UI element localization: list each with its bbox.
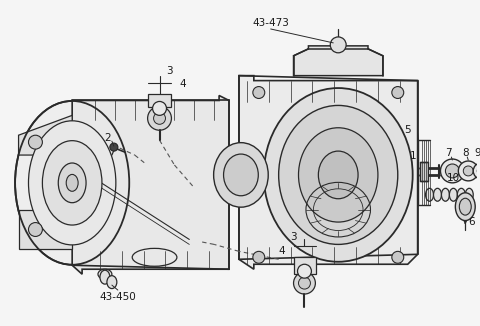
Circle shape bbox=[473, 163, 480, 179]
Text: 43-450: 43-450 bbox=[99, 292, 136, 302]
Ellipse shape bbox=[426, 188, 433, 201]
Polygon shape bbox=[420, 162, 428, 181]
Polygon shape bbox=[19, 210, 72, 249]
Ellipse shape bbox=[100, 270, 110, 284]
Circle shape bbox=[253, 251, 265, 263]
Ellipse shape bbox=[107, 276, 117, 289]
Circle shape bbox=[253, 87, 265, 98]
Text: 2: 2 bbox=[105, 133, 111, 143]
Text: 3: 3 bbox=[290, 232, 297, 243]
Text: 7: 7 bbox=[445, 148, 452, 158]
Circle shape bbox=[392, 87, 404, 98]
Ellipse shape bbox=[66, 174, 78, 191]
Ellipse shape bbox=[15, 101, 129, 265]
Ellipse shape bbox=[456, 193, 475, 221]
Circle shape bbox=[294, 272, 315, 294]
Text: 8: 8 bbox=[462, 148, 468, 158]
Circle shape bbox=[458, 161, 478, 181]
Ellipse shape bbox=[465, 188, 473, 201]
Ellipse shape bbox=[224, 154, 258, 196]
Circle shape bbox=[28, 223, 42, 236]
Circle shape bbox=[392, 251, 404, 263]
Polygon shape bbox=[19, 115, 72, 155]
Text: 43-473: 43-473 bbox=[252, 18, 289, 28]
Circle shape bbox=[148, 106, 171, 130]
Text: 9: 9 bbox=[474, 148, 480, 158]
Text: 4: 4 bbox=[278, 246, 285, 256]
Ellipse shape bbox=[449, 188, 457, 201]
Circle shape bbox=[463, 166, 473, 176]
Ellipse shape bbox=[28, 121, 116, 245]
Ellipse shape bbox=[279, 105, 398, 244]
Circle shape bbox=[298, 264, 312, 278]
Ellipse shape bbox=[98, 269, 112, 279]
Ellipse shape bbox=[214, 143, 268, 207]
Circle shape bbox=[299, 277, 311, 289]
Polygon shape bbox=[72, 96, 229, 274]
Polygon shape bbox=[239, 76, 418, 269]
Ellipse shape bbox=[433, 188, 442, 201]
Ellipse shape bbox=[264, 88, 413, 262]
Circle shape bbox=[154, 112, 166, 124]
Polygon shape bbox=[294, 257, 316, 274]
Circle shape bbox=[441, 159, 464, 183]
Ellipse shape bbox=[318, 151, 358, 199]
Text: 5: 5 bbox=[404, 125, 411, 135]
Circle shape bbox=[110, 143, 118, 151]
Text: 4: 4 bbox=[179, 79, 186, 89]
Ellipse shape bbox=[442, 188, 449, 201]
Circle shape bbox=[330, 37, 346, 53]
Polygon shape bbox=[294, 46, 383, 76]
Circle shape bbox=[445, 164, 459, 178]
Text: 1: 1 bbox=[409, 151, 416, 161]
Ellipse shape bbox=[299, 128, 378, 222]
Ellipse shape bbox=[459, 198, 471, 215]
Ellipse shape bbox=[58, 163, 86, 203]
Ellipse shape bbox=[457, 188, 465, 201]
Circle shape bbox=[28, 135, 42, 149]
Circle shape bbox=[153, 101, 167, 115]
Text: 10: 10 bbox=[447, 173, 460, 183]
Text: 3: 3 bbox=[166, 66, 173, 76]
Ellipse shape bbox=[42, 141, 102, 225]
Circle shape bbox=[477, 167, 480, 175]
Text: 6: 6 bbox=[468, 216, 475, 227]
Polygon shape bbox=[148, 94, 171, 107]
